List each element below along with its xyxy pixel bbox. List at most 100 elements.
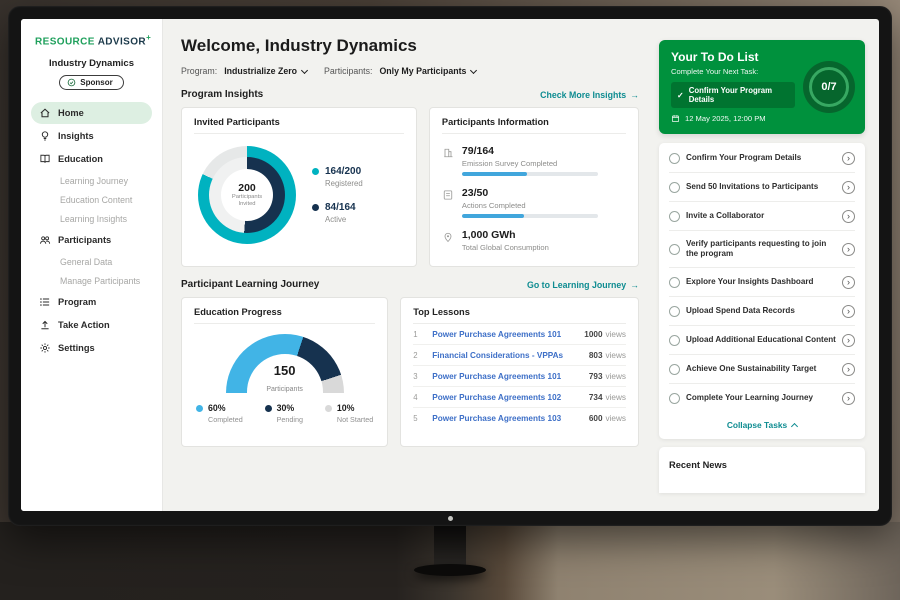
task-item[interactable]: Complete Your Learning Journey › xyxy=(669,384,855,412)
lesson-rank: 5 xyxy=(413,413,418,423)
invited-participants-card: Invited Participants 200 Participants In… xyxy=(181,107,417,267)
lesson-row[interactable]: 3 Power Purchase Agreements 101 793 views xyxy=(413,366,626,387)
people-icon xyxy=(39,234,51,246)
program-filter-dropdown[interactable]: Industrialize Zero xyxy=(224,66,309,76)
task-checkbox[interactable] xyxy=(669,276,680,288)
task-chevron-icon[interactable]: › xyxy=(842,304,855,318)
collapse-label: Collapse Tasks xyxy=(726,420,788,431)
sponsor-badge[interactable]: Sponsor xyxy=(59,75,124,91)
filter-bar: Program: Industrialize Zero Participants… xyxy=(181,66,639,76)
task-checkbox[interactable] xyxy=(669,181,680,193)
program-filter-label: Program: xyxy=(181,66,218,76)
sidebar-nav: Home Insights Education Learning Journey… xyxy=(21,102,162,368)
task-checkbox[interactable] xyxy=(669,210,680,222)
lesson-rank: 3 xyxy=(413,371,418,381)
todo-subtitle: Complete Your Next Task: xyxy=(671,67,759,76)
task-item[interactable]: Achieve One Sustainability Target › xyxy=(669,355,855,385)
task-chevron-icon[interactable]: › xyxy=(842,333,855,347)
gear-icon xyxy=(39,342,51,354)
sponsor-label: Sponsor xyxy=(80,78,113,88)
legend-item-not-started: 10% Not Started xyxy=(324,403,373,424)
lesson-views: 803 views xyxy=(588,350,626,360)
task-checkbox[interactable] xyxy=(669,334,680,346)
task-checkbox[interactable] xyxy=(669,305,680,317)
building-icon xyxy=(442,146,454,158)
task-item[interactable]: Upload Additional Educational Content › xyxy=(669,326,855,356)
task-checkbox[interactable] xyxy=(669,363,680,375)
task-item[interactable]: Confirm Your Program Details › xyxy=(669,144,855,173)
task-checkbox[interactable] xyxy=(669,243,680,255)
lesson-row[interactable]: 5 Power Purchase Agreements 103 600 views xyxy=(413,408,626,428)
chevron-down-icon xyxy=(300,66,309,74)
donut-legend: 164/200 Registered 84/164 Active xyxy=(312,166,363,224)
lesson-row[interactable]: 4 Power Purchase Agreements 102 734 views xyxy=(413,387,626,408)
sidebar-item-manage-participants[interactable]: Manage Participants xyxy=(60,275,141,286)
arrow-right-icon: → xyxy=(630,89,639,100)
task-chevron-icon[interactable]: › xyxy=(842,275,855,289)
legend-item-completed: 60% Completed xyxy=(196,403,243,424)
monitor-bezel: RESOURCE ADVISOR+ Industry Dynamics Spon… xyxy=(8,6,892,526)
stat-emission-survey: 79/164 Emission Survey Completed xyxy=(442,145,626,176)
sidebar-item-participants[interactable]: Participants xyxy=(31,229,152,251)
lesson-row[interactable]: 1 Power Purchase Agreements 101 1000 view… xyxy=(413,324,626,345)
sidebar-item-general-data[interactable]: General Data xyxy=(60,256,113,267)
todo-progress-ring: 0/7 xyxy=(803,60,855,113)
lesson-link[interactable]: Power Purchase Agreements 101 xyxy=(432,329,562,339)
lesson-link[interactable]: Power Purchase Agreements 102 xyxy=(432,392,562,402)
sidebar-item-settings[interactable]: Settings xyxy=(31,337,152,359)
nav-label: Participants xyxy=(58,235,112,246)
check-more-insights-link[interactable]: Check More Insights → xyxy=(540,90,639,100)
todo-tasks-card: Confirm Your Program Details › Send 50 I… xyxy=(659,143,865,440)
sidebar-item-education[interactable]: Education xyxy=(31,148,152,170)
participants-filter-dropdown[interactable]: Only My Participants xyxy=(379,66,478,76)
sidebar-item-take-action[interactable]: Take Action xyxy=(31,314,152,336)
task-checkbox[interactable] xyxy=(669,152,680,164)
task-item[interactable]: Explore Your Insights Dashboard › xyxy=(669,268,855,298)
education-card-title: Education Progress xyxy=(194,307,376,324)
go-to-learning-journey-link[interactable]: Go to Learning Journey → xyxy=(527,280,639,290)
sidebar: RESOURCE ADVISOR+ Industry Dynamics Spon… xyxy=(21,19,163,511)
task-item[interactable]: Send 50 Invitations to Participants › xyxy=(669,173,855,202)
task-item[interactable]: Invite a Collaborator › xyxy=(669,202,855,231)
task-chevron-icon[interactable]: › xyxy=(842,180,855,194)
task-chevron-icon[interactable]: › xyxy=(842,362,855,376)
task-chevron-icon[interactable]: › xyxy=(842,151,855,165)
task-item[interactable]: Upload Spend Data Records › xyxy=(669,297,855,327)
todo-next-task[interactable]: ✓ Confirm Your Program Details xyxy=(671,82,795,108)
page-title: Welcome, Industry Dynamics xyxy=(181,36,417,55)
stat-actions-completed: 23/50 Actions Completed xyxy=(442,187,626,218)
lesson-views: 600 views xyxy=(588,413,626,423)
todo-panel: Your To Do List Complete Your Next Task:… xyxy=(653,19,879,511)
task-checkbox[interactable] xyxy=(669,392,680,404)
lesson-link[interactable]: Financial Considerations - VPPAs xyxy=(432,350,564,360)
lesson-link[interactable]: Power Purchase Agreements 101 xyxy=(432,371,562,381)
nav-label: Settings xyxy=(58,343,95,354)
monitor-power-led xyxy=(448,516,453,521)
participants-filter-label: Participants: xyxy=(324,66,373,76)
collapse-tasks-button[interactable]: Collapse Tasks xyxy=(669,412,855,438)
location-pin-icon xyxy=(442,230,454,243)
lesson-row[interactable]: 2 Financial Considerations - VPPAs 803 vi… xyxy=(413,345,626,366)
sidebar-item-education-content[interactable]: Education Content xyxy=(60,194,133,205)
task-chevron-icon[interactable]: › xyxy=(842,391,855,405)
task-chevron-icon[interactable]: › xyxy=(842,242,855,256)
arrow-right-icon: → xyxy=(630,279,639,290)
legend-dot-lightblue xyxy=(196,404,203,412)
task-chevron-icon[interactable]: › xyxy=(842,209,855,223)
todo-title: Your To Do List xyxy=(671,50,759,64)
sidebar-item-program[interactable]: Program xyxy=(31,291,152,313)
lesson-link[interactable]: Power Purchase Agreements 103 xyxy=(432,413,562,423)
lesson-rank: 2 xyxy=(413,350,418,360)
gauge-center-label: 150 Participants xyxy=(246,354,323,393)
book-icon xyxy=(39,153,51,165)
legend-dot-navy xyxy=(264,404,272,412)
recent-news-title: Recent News xyxy=(669,460,727,471)
sidebar-item-learning-journey[interactable]: Learning Journey xyxy=(60,175,128,186)
sidebar-item-insights[interactable]: Insights xyxy=(31,125,152,147)
sidebar-item-home[interactable]: Home xyxy=(31,102,152,125)
sidebar-item-learning-insights[interactable]: Learning Insights xyxy=(60,213,127,224)
program-filter-value: Industrialize Zero xyxy=(224,66,298,76)
task-item[interactable]: Verify participants requesting to join t… xyxy=(669,231,855,269)
invited-card-title: Invited Participants xyxy=(194,117,404,134)
calendar-icon xyxy=(672,115,679,122)
